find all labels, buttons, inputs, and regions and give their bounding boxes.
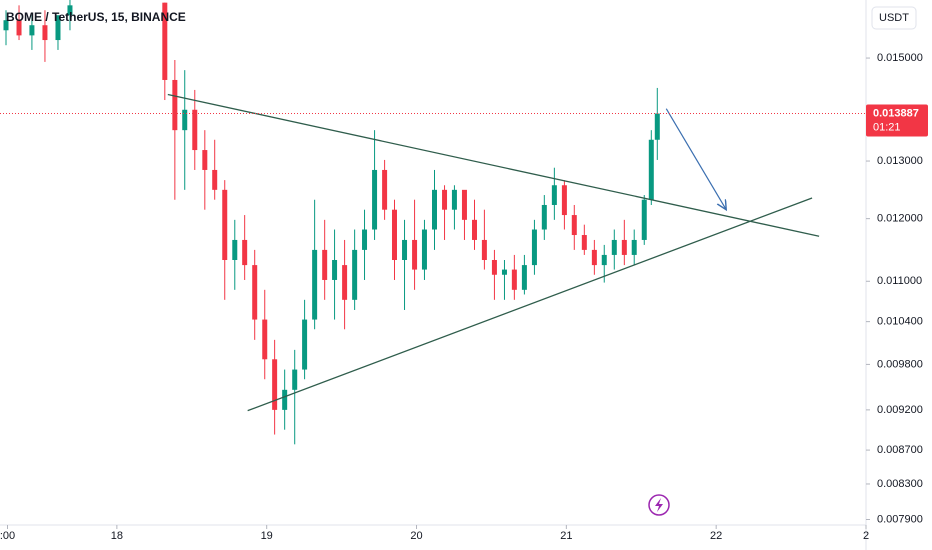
candle-body — [322, 249, 328, 280]
candle-body — [541, 204, 547, 230]
candle-body — [292, 369, 298, 390]
candle-body — [342, 265, 348, 300]
y-tick-label: 0.013000 — [877, 155, 923, 167]
candle-body — [621, 239, 627, 255]
candle-body — [362, 229, 368, 250]
x-tick-label: 2 — [863, 530, 869, 542]
trendline — [167, 93, 820, 237]
y-tick-label: 0.012000 — [877, 213, 923, 225]
x-tick-label: 18 — [111, 530, 123, 542]
candle-body — [571, 215, 577, 236]
candle-body — [531, 229, 537, 266]
candle-body — [312, 249, 318, 320]
candle-body — [272, 359, 278, 410]
x-tick-label: :00 — [0, 530, 15, 542]
last-price-label: 0.013887 — [873, 107, 919, 119]
candle-body — [472, 219, 478, 240]
arrow — [665, 108, 726, 210]
y-tick-label: 0.015000 — [877, 52, 923, 64]
candle-body — [451, 189, 457, 210]
candle-body — [202, 150, 208, 170]
candle-body — [601, 254, 607, 266]
currency-button[interactable] — [871, 6, 917, 30]
candle-body — [521, 265, 527, 290]
countdown-label: 01:21 — [873, 121, 901, 133]
candle-body — [491, 259, 497, 275]
axes: 0.015000 0.013000 0.012000 0.011000 0.010400… — [0, 52, 928, 542]
candle-body — [262, 319, 268, 360]
candle-body — [172, 79, 178, 131]
candle-body — [282, 389, 288, 410]
candle-body — [561, 185, 567, 216]
candle-body — [192, 109, 198, 151]
candle-body — [55, 15, 61, 41]
candle-body — [162, 2, 168, 80]
candle-body — [442, 189, 448, 210]
candle-body — [511, 269, 517, 290]
candle-body — [611, 239, 617, 255]
y-tick-label: 0.009200 — [877, 404, 923, 416]
candle-body — [591, 249, 597, 266]
candle-body — [332, 259, 338, 280]
candle-body — [501, 269, 507, 275]
x-tick-label: 19 — [261, 530, 273, 542]
candle-body — [252, 265, 258, 320]
candle-body — [641, 199, 647, 240]
y-tick-label: 0.011000 — [877, 275, 922, 287]
candle-body — [67, 5, 73, 16]
candle-body — [42, 25, 48, 41]
candle-body — [431, 189, 437, 230]
drawings — [167, 93, 820, 412]
currency-label[interactable]: USDT — [879, 12, 909, 24]
y-tick-label: 0.008700 — [877, 444, 923, 456]
y-tick-label: 0.010400 — [877, 316, 923, 328]
candle-body — [182, 109, 188, 131]
candle-body — [631, 239, 637, 255]
candle-body — [412, 239, 418, 270]
candle-body — [551, 185, 557, 205]
candle-body — [222, 189, 228, 260]
candle-body — [232, 239, 238, 260]
candle-body — [352, 249, 358, 300]
candles — [3, 0, 660, 445]
candle-body — [581, 235, 587, 250]
y-tick-label: 0.008300 — [877, 478, 923, 490]
candle-body — [654, 113, 660, 140]
candle-body — [461, 189, 467, 220]
x-tick-label: 20 — [410, 530, 422, 542]
candle-body — [242, 239, 248, 266]
candle-body — [391, 209, 397, 260]
lightning-glyph — [655, 498, 663, 512]
candle-body — [212, 169, 218, 190]
x-tick-label: 22 — [710, 530, 722, 542]
candle-body — [29, 25, 35, 36]
candle-body — [421, 229, 427, 270]
y-tick-label: 0.009800 — [877, 358, 923, 370]
candle-body — [648, 139, 654, 200]
candle-body — [372, 169, 378, 230]
candle-body — [382, 169, 388, 210]
candle-body — [3, 20, 9, 31]
x-tick-label: 21 — [560, 530, 572, 542]
candle-body — [402, 239, 408, 260]
candle-body — [302, 319, 308, 370]
candle-body — [481, 239, 487, 260]
candle-body — [16, 20, 22, 36]
y-tick-label: 0.007900 — [877, 513, 923, 525]
last-price-badge — [866, 104, 928, 137]
chart-title: BOME / TetherUS, 15, BINANCE — [6, 10, 186, 24]
lightning-icon[interactable] — [648, 494, 670, 516]
trendline — [247, 197, 813, 412]
